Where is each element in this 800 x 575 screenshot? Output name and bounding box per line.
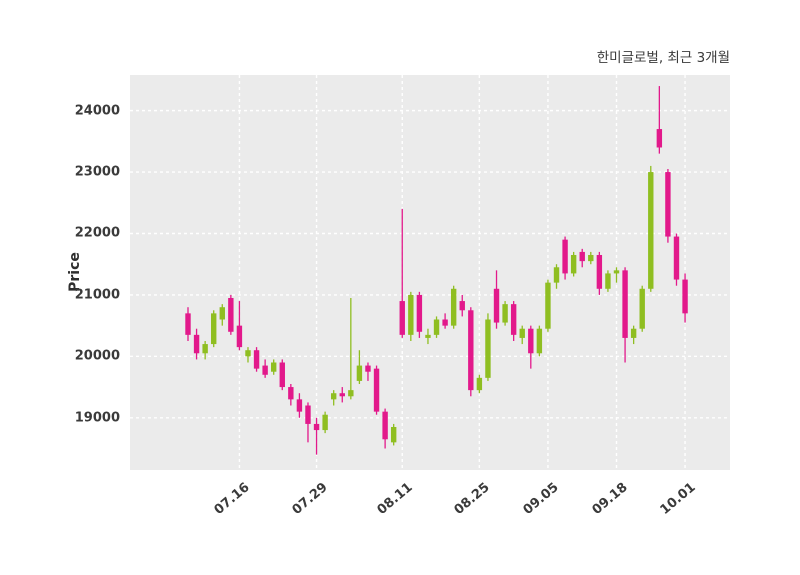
- candle-body-down: [528, 328, 534, 354]
- y-tick-label: 23000: [74, 164, 120, 180]
- candle-body-down: [673, 236, 680, 280]
- candle-body-up: [485, 319, 491, 378]
- y-tick-label: 24000: [74, 103, 120, 119]
- candle-body-up: [502, 304, 508, 323]
- candle-body-down: [305, 405, 311, 424]
- candle-body-up: [425, 334, 431, 338]
- candle-body-down: [262, 365, 268, 375]
- candle-body-up: [219, 307, 225, 320]
- candle-body-up: [553, 267, 560, 283]
- y-tick-label: 22000: [74, 225, 120, 241]
- candle-body-down: [622, 270, 628, 338]
- candle-body-down: [416, 294, 423, 332]
- y-tick-label: 20000: [74, 348, 120, 364]
- candle-body-down: [253, 350, 260, 369]
- y-axis-label: Price: [67, 252, 83, 292]
- candle-body-up: [588, 254, 594, 262]
- chart-title: 한미글로벌, 최근 3개월: [596, 50, 730, 66]
- candle-body-up: [536, 328, 543, 354]
- candle-body-down: [682, 279, 688, 314]
- candle-body-down: [579, 251, 585, 262]
- candle-body-down: [562, 239, 568, 274]
- candle-body-up: [570, 254, 577, 274]
- candle-body-up: [476, 377, 483, 391]
- candle-body-down: [365, 365, 371, 372]
- candle-body-up: [433, 319, 440, 335]
- candle-body-up: [390, 426, 397, 443]
- candle-body-down: [288, 387, 294, 400]
- candle-body-down: [468, 310, 474, 391]
- x-tick-label: 07.29: [289, 480, 331, 518]
- candle-body-down: [399, 301, 405, 335]
- candle-body-down: [596, 254, 603, 289]
- candle-body-up: [330, 393, 337, 400]
- candle-body-up: [648, 172, 654, 289]
- candle-body-up: [613, 270, 620, 274]
- candle-body-down: [373, 368, 380, 412]
- x-tick-label: 09.05: [520, 480, 562, 518]
- candle-body-down: [339, 393, 345, 397]
- x-tick-label: 10.01: [657, 480, 699, 518]
- plot-area: [130, 75, 730, 470]
- candle-body-down: [442, 319, 448, 326]
- candle-body-up: [408, 294, 414, 335]
- x-tick-label: 07.16: [211, 480, 254, 518]
- candle-body-up: [630, 328, 637, 338]
- candle-body-down: [510, 304, 517, 335]
- candle-body-up: [348, 390, 354, 397]
- candle-body-down: [228, 297, 234, 332]
- x-tick-label: 08.11: [374, 480, 416, 518]
- candle-body-up: [322, 414, 328, 431]
- candle-body-down: [459, 301, 465, 311]
- x-tick-label: 09.18: [588, 480, 631, 518]
- y-tick-label: 19000: [74, 410, 120, 426]
- candle-body-down: [296, 399, 303, 412]
- candle-body-up: [245, 350, 251, 357]
- candle-body-down: [279, 362, 285, 388]
- candle-body-up: [450, 288, 457, 326]
- x-tick-label: 08.25: [451, 480, 494, 518]
- candle-body-down: [656, 129, 663, 148]
- candle-body-down: [382, 411, 388, 440]
- candle-body-down: [665, 172, 671, 237]
- candle-body-up: [639, 288, 645, 329]
- candle-body-up: [545, 282, 551, 329]
- candle-body-up: [202, 344, 208, 354]
- candle-body-down: [185, 313, 191, 335]
- candle-body-up: [519, 328, 525, 338]
- candle-body-up: [271, 362, 277, 372]
- candle-body-up: [211, 313, 217, 345]
- candle-body-down: [236, 325, 243, 348]
- candle-body-up: [356, 365, 363, 381]
- candle-body-down: [493, 288, 500, 323]
- candle-body-down: [313, 423, 320, 431]
- y-tick-label: 21000: [74, 287, 120, 303]
- candle-body-down: [193, 334, 200, 354]
- candle-body-up: [605, 273, 611, 289]
